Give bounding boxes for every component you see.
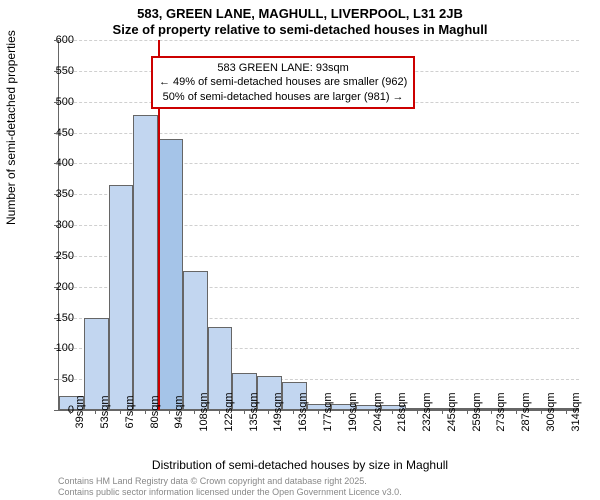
- x-tick-mark: [293, 410, 294, 414]
- x-tick-label: 259sqm: [471, 392, 483, 431]
- x-tick-label: 80sqm: [149, 395, 161, 428]
- y-tick-mark: [54, 318, 58, 319]
- x-tick-mark: [417, 410, 418, 414]
- y-tick-mark: [54, 225, 58, 226]
- x-tick-mark: [70, 410, 71, 414]
- x-tick-label: 53sqm: [99, 395, 111, 428]
- chart-title-line1: 583, GREEN LANE, MAGHULL, LIVERPOOL, L31…: [0, 6, 600, 21]
- plot-area: 583 GREEN LANE: 93sqm← 49% of semi-detac…: [58, 40, 579, 411]
- x-tick-label: 39sqm: [74, 395, 86, 428]
- x-tick-label: 273sqm: [495, 392, 507, 431]
- y-tick-mark: [54, 71, 58, 72]
- x-tick-mark: [194, 410, 195, 414]
- chart-container: 583, GREEN LANE, MAGHULL, LIVERPOOL, L31…: [0, 0, 600, 500]
- x-tick-mark: [541, 410, 542, 414]
- y-tick-mark: [54, 194, 58, 195]
- annotation-line: 50% of semi-detached houses are larger (…: [159, 90, 407, 104]
- y-tick-mark: [54, 133, 58, 134]
- x-tick-mark: [442, 410, 443, 414]
- x-tick-mark: [169, 410, 170, 414]
- annotation-box: 583 GREEN LANE: 93sqm← 49% of semi-detac…: [151, 56, 415, 109]
- x-tick-label: 314sqm: [570, 392, 582, 431]
- x-tick-label: 300sqm: [545, 392, 557, 431]
- y-tick-mark: [54, 256, 58, 257]
- x-tick-mark: [268, 410, 269, 414]
- x-tick-label: 108sqm: [198, 392, 210, 431]
- gridline-h: [59, 40, 579, 41]
- x-tick-label: 190sqm: [347, 392, 359, 431]
- y-tick-mark: [54, 287, 58, 288]
- x-tick-mark: [392, 410, 393, 414]
- y-axis-label: Number of semi-detached properties: [4, 30, 18, 225]
- x-tick-label: 245sqm: [446, 392, 458, 431]
- footer-line2: Contains public sector information licen…: [58, 487, 402, 497]
- footer-line1: Contains HM Land Registry data © Crown c…: [58, 476, 367, 486]
- x-tick-label: 135sqm: [248, 392, 260, 431]
- histogram-bar: [183, 271, 208, 410]
- x-tick-mark: [120, 410, 121, 414]
- x-tick-mark: [368, 410, 369, 414]
- x-tick-label: 67sqm: [124, 395, 136, 428]
- x-tick-mark: [244, 410, 245, 414]
- x-tick-label: 149sqm: [272, 392, 284, 431]
- x-tick-label: 122sqm: [223, 392, 235, 431]
- x-tick-mark: [516, 410, 517, 414]
- x-tick-label: 163sqm: [297, 392, 309, 431]
- x-tick-label: 287sqm: [520, 392, 532, 431]
- x-tick-mark: [95, 410, 96, 414]
- y-tick-mark: [54, 379, 58, 380]
- histogram-bar: [158, 139, 183, 410]
- y-tick-mark: [54, 102, 58, 103]
- histogram-bar: [133, 115, 158, 410]
- y-tick-mark: [54, 348, 58, 349]
- y-tick-mark: [54, 163, 58, 164]
- x-tick-label: 204sqm: [372, 392, 384, 431]
- x-tick-mark: [219, 410, 220, 414]
- x-tick-mark: [318, 410, 319, 414]
- x-tick-mark: [491, 410, 492, 414]
- annotation-line: ← 49% of semi-detached houses are smalle…: [159, 75, 407, 89]
- x-tick-label: 94sqm: [173, 395, 185, 428]
- x-tick-mark: [467, 410, 468, 414]
- x-tick-mark: [566, 410, 567, 414]
- annotation-line: 583 GREEN LANE: 93sqm: [159, 61, 407, 75]
- y-tick-mark: [54, 410, 58, 411]
- y-tick-mark: [54, 40, 58, 41]
- x-tick-label: 218sqm: [396, 392, 408, 431]
- x-tick-label: 232sqm: [421, 392, 433, 431]
- x-tick-label: 177sqm: [322, 392, 334, 431]
- histogram-bar: [109, 185, 134, 410]
- x-tick-mark: [343, 410, 344, 414]
- x-axis-label: Distribution of semi-detached houses by …: [0, 458, 600, 472]
- x-tick-mark: [145, 410, 146, 414]
- chart-title-line2: Size of property relative to semi-detach…: [0, 22, 600, 37]
